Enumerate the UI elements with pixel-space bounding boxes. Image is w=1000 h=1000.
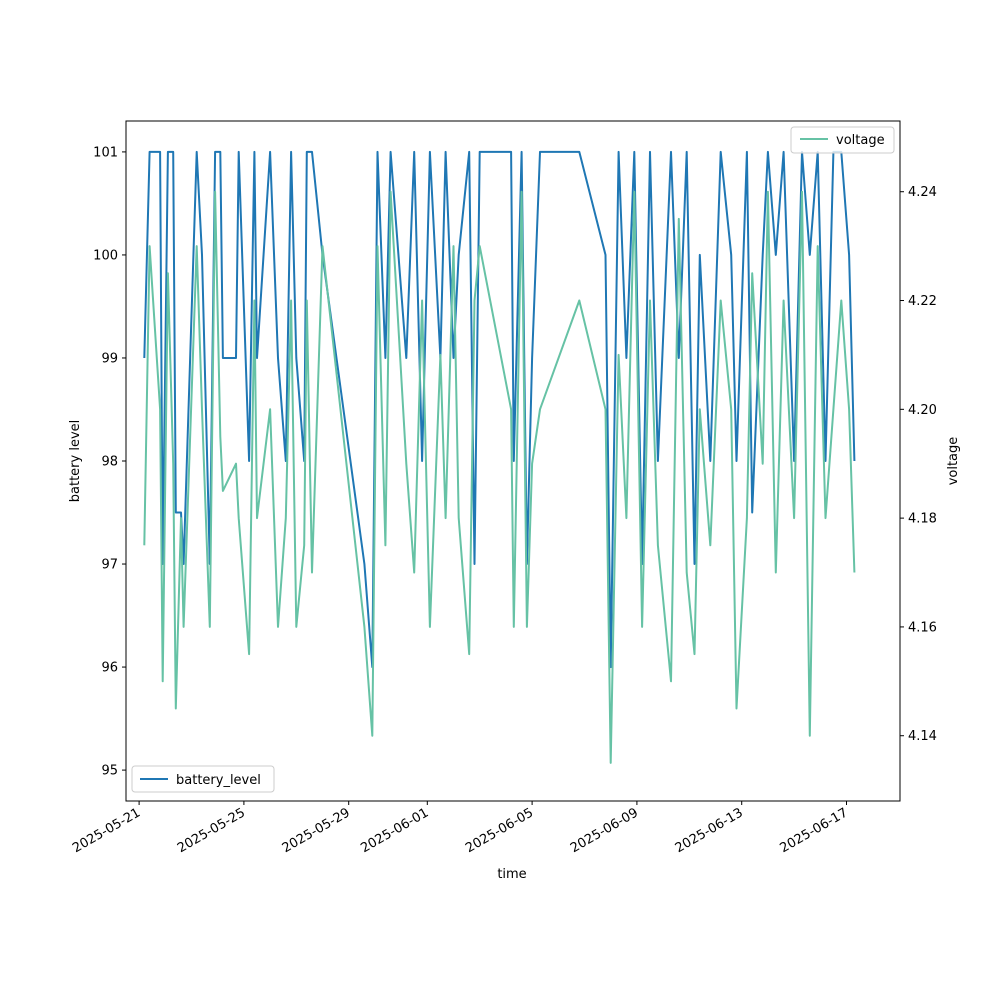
series-line-voltage (143, 190, 856, 764)
y2-tick-label: 4.24 (908, 185, 937, 200)
x-axis-title: time (497, 867, 526, 882)
y2-tick-label: 4.22 (908, 294, 937, 309)
y-axis-left: 95 96 97 98 99 100 101 (93, 145, 126, 779)
y-axis-right: 4.14 4.16 4.18 4.20 4.22 4.24 (900, 185, 937, 744)
y2-tick-label: 4.18 (908, 512, 937, 527)
y-tick-label: 98 (101, 455, 118, 470)
plot-area (143, 150, 856, 764)
legend-battery-level: battery_level (131, 765, 275, 793)
legend-box (790, 126, 895, 154)
y2-tick-label: 4.14 (908, 729, 937, 744)
y-tick-label: 95 (101, 764, 118, 779)
y2-tick-label: 4.20 (908, 403, 937, 418)
y2-tick-label: 4.16 (908, 620, 937, 635)
y-axis-title: battery level (68, 420, 83, 503)
y-tick-label: 99 (101, 351, 118, 366)
series-line-battery-level (143, 150, 856, 669)
legend-label-voltage: voltage (836, 133, 885, 148)
y2-axis-title: voltage (946, 437, 961, 486)
y-tick-label: 101 (93, 145, 118, 160)
y-tick-label: 97 (101, 558, 118, 573)
y-tick-label: 96 (101, 661, 118, 676)
y-tick-label: 100 (93, 248, 118, 263)
legend-voltage: voltage (790, 126, 895, 154)
legend-label-battery-level: battery_level (176, 773, 261, 788)
legend-box (131, 765, 275, 793)
